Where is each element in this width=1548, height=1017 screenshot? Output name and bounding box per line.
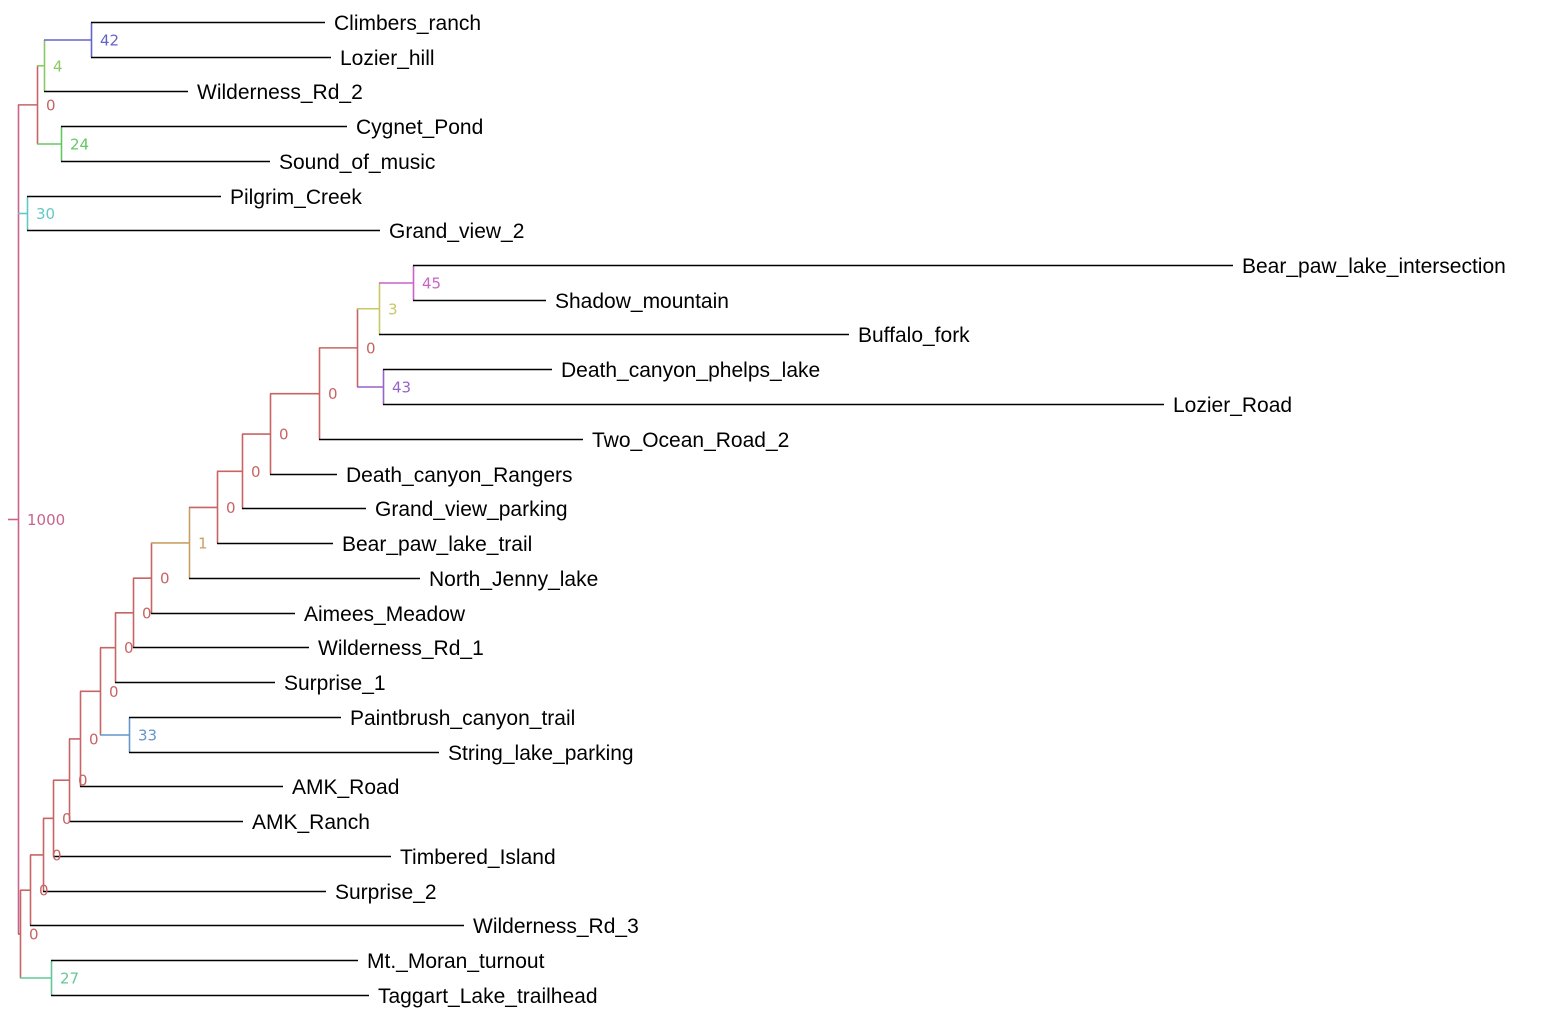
leaf-label: Buffalo_fork (858, 324, 970, 347)
leaf-label: Death_canyon_phelps_lake (561, 359, 820, 382)
leaf-label: Two_Ocean_Road_2 (592, 429, 789, 452)
leaf-label: Mt._Moran_turnout (367, 950, 545, 973)
support-value: 0 (46, 96, 56, 114)
leaf-label: AMK_Ranch (252, 811, 370, 834)
leaf-label: Pilgrim_Creek (230, 186, 362, 209)
support-value: 0 (29, 926, 39, 944)
leaf-label: Grand_view_parking (375, 498, 568, 521)
leaf-label: Wilderness_Rd_3 (473, 915, 639, 938)
leaf-label: Shadow_mountain (555, 290, 729, 313)
support-value: 0 (124, 639, 134, 657)
support-value: 0 (366, 339, 376, 357)
leaf-label: Paintbrush_canyon_trail (350, 707, 575, 730)
support-value: 45 (422, 275, 441, 293)
support-value: 33 (138, 727, 157, 745)
leaf-label: Sound_of_music (279, 151, 435, 174)
support-value: 0 (142, 604, 152, 622)
leaf-label: Taggart_Lake_trailhead (378, 985, 598, 1008)
leaf-label: Climbers_ranch (334, 12, 481, 35)
leaf-label: Timbered_Island (400, 846, 556, 869)
leaf-labels: Climbers_ranch Lozier_hill Wilderness_Rd_2… (197, 12, 1506, 1008)
support-value: 0 (62, 810, 72, 828)
leaf-label: Death_canyon_Rangers (346, 464, 573, 487)
leaf-label: North_Jenny_lake (429, 568, 598, 591)
leaf-label: Cygnet_Pond (356, 116, 483, 139)
support-value: 0 (109, 683, 119, 701)
leaf-label: Lozier_hill (340, 47, 435, 70)
leaf-label: AMK_Road (292, 776, 399, 799)
leaf-label: Wilderness_Rd_1 (318, 637, 484, 660)
leaf-label: String_lake_parking (448, 742, 634, 765)
leaf-label: Bear_paw_lake_intersection (1242, 255, 1506, 278)
leaf-label: Aimees_Meadow (304, 603, 466, 626)
support-value: 30 (36, 205, 55, 223)
leaf-label: Bear_paw_lake_trail (342, 533, 532, 556)
support-value: 27 (60, 970, 79, 988)
support-value: 0 (226, 499, 236, 517)
support-value: 24 (70, 136, 89, 154)
leaf-label: Surprise_2 (335, 881, 437, 904)
leaf-label: Grand_view_2 (389, 220, 524, 243)
support-value: 3 (388, 300, 398, 318)
support-value: 0 (39, 882, 49, 900)
support-value: 4 (53, 57, 63, 75)
support-value: 1 (198, 534, 208, 552)
leaf-label: Lozier_Road (1173, 394, 1292, 417)
support-value: 0 (279, 426, 289, 444)
support-value: 42 (100, 32, 119, 50)
support-value: 0 (78, 772, 88, 790)
support-value: 0 (251, 463, 261, 481)
support-value: 0 (89, 730, 99, 748)
support-value: 0 (160, 570, 170, 588)
support-value: 43 (392, 379, 411, 397)
support-value: 0 (52, 846, 62, 864)
support-value: 1000 (27, 511, 65, 529)
support-value: 0 (328, 385, 338, 403)
leaf-label: Surprise_1 (284, 672, 386, 695)
leaf-label: Wilderness_Rd_2 (197, 81, 363, 104)
tree-branches (8, 21, 1233, 997)
